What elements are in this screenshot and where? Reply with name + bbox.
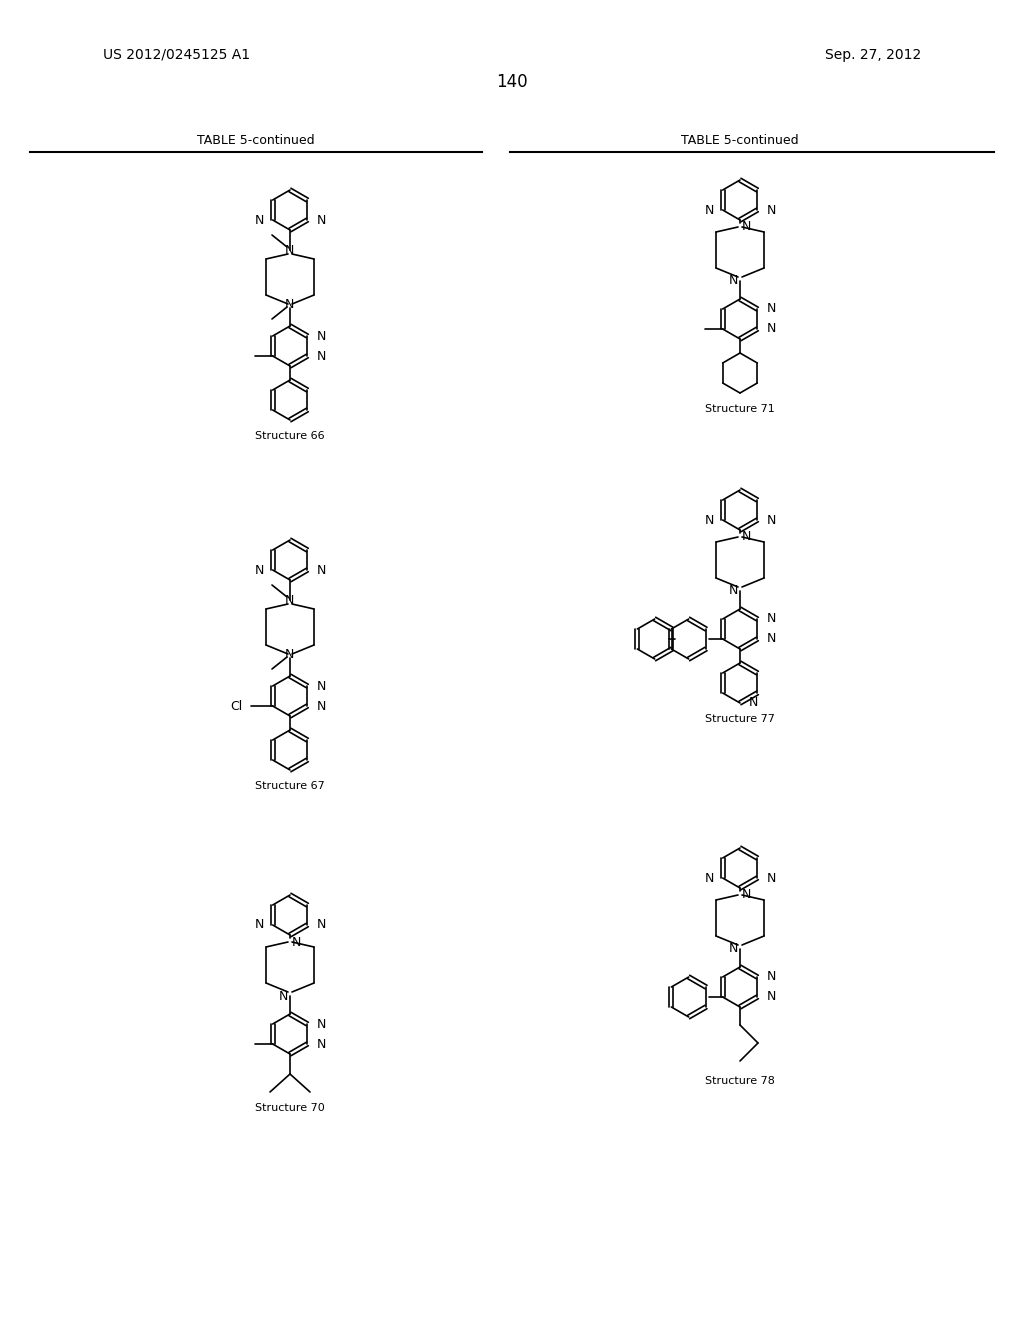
Text: N: N xyxy=(766,612,776,626)
Text: N: N xyxy=(766,871,776,884)
Text: N: N xyxy=(766,990,776,1003)
Text: N: N xyxy=(742,888,752,902)
Text: N: N xyxy=(316,214,326,227)
Text: N: N xyxy=(254,919,263,932)
Text: N: N xyxy=(279,990,288,1002)
Text: N: N xyxy=(254,214,263,227)
Text: TABLE 5-continued: TABLE 5-continued xyxy=(198,133,314,147)
Text: N: N xyxy=(742,220,752,234)
Text: N: N xyxy=(285,297,294,310)
Text: Sep. 27, 2012: Sep. 27, 2012 xyxy=(824,48,921,62)
Text: N: N xyxy=(316,1038,326,1051)
Text: N: N xyxy=(285,594,294,606)
Text: N: N xyxy=(316,564,326,577)
Text: N: N xyxy=(749,697,759,710)
Text: N: N xyxy=(316,350,326,363)
Text: US 2012/0245125 A1: US 2012/0245125 A1 xyxy=(103,48,250,62)
Text: N: N xyxy=(316,680,326,693)
Text: N: N xyxy=(292,936,301,949)
Text: N: N xyxy=(285,648,294,660)
Text: N: N xyxy=(766,513,776,527)
Text: TABLE 5-continued: TABLE 5-continued xyxy=(681,133,799,147)
Text: N: N xyxy=(729,585,738,598)
Text: Structure 66: Structure 66 xyxy=(255,432,325,441)
Text: N: N xyxy=(705,203,714,216)
Text: Structure 67: Structure 67 xyxy=(255,781,325,791)
Text: N: N xyxy=(254,564,263,577)
Text: N: N xyxy=(766,632,776,645)
Text: Cl: Cl xyxy=(230,700,243,713)
Text: N: N xyxy=(729,275,738,288)
Text: Structure 70: Structure 70 xyxy=(255,1104,325,1113)
Text: Structure 77: Structure 77 xyxy=(706,714,775,723)
Text: N: N xyxy=(766,322,776,335)
Text: N: N xyxy=(285,243,294,256)
Text: N: N xyxy=(729,942,738,956)
Text: N: N xyxy=(742,531,752,544)
Text: N: N xyxy=(316,919,326,932)
Text: N: N xyxy=(316,1018,326,1031)
Text: N: N xyxy=(316,700,326,713)
Text: N: N xyxy=(316,330,326,342)
Text: N: N xyxy=(766,203,776,216)
Text: N: N xyxy=(766,970,776,983)
Text: Structure 78: Structure 78 xyxy=(706,1076,775,1086)
Text: N: N xyxy=(766,302,776,315)
Text: N: N xyxy=(705,513,714,527)
Text: Structure 71: Structure 71 xyxy=(706,404,775,414)
Text: 140: 140 xyxy=(497,73,527,91)
Text: N: N xyxy=(705,871,714,884)
